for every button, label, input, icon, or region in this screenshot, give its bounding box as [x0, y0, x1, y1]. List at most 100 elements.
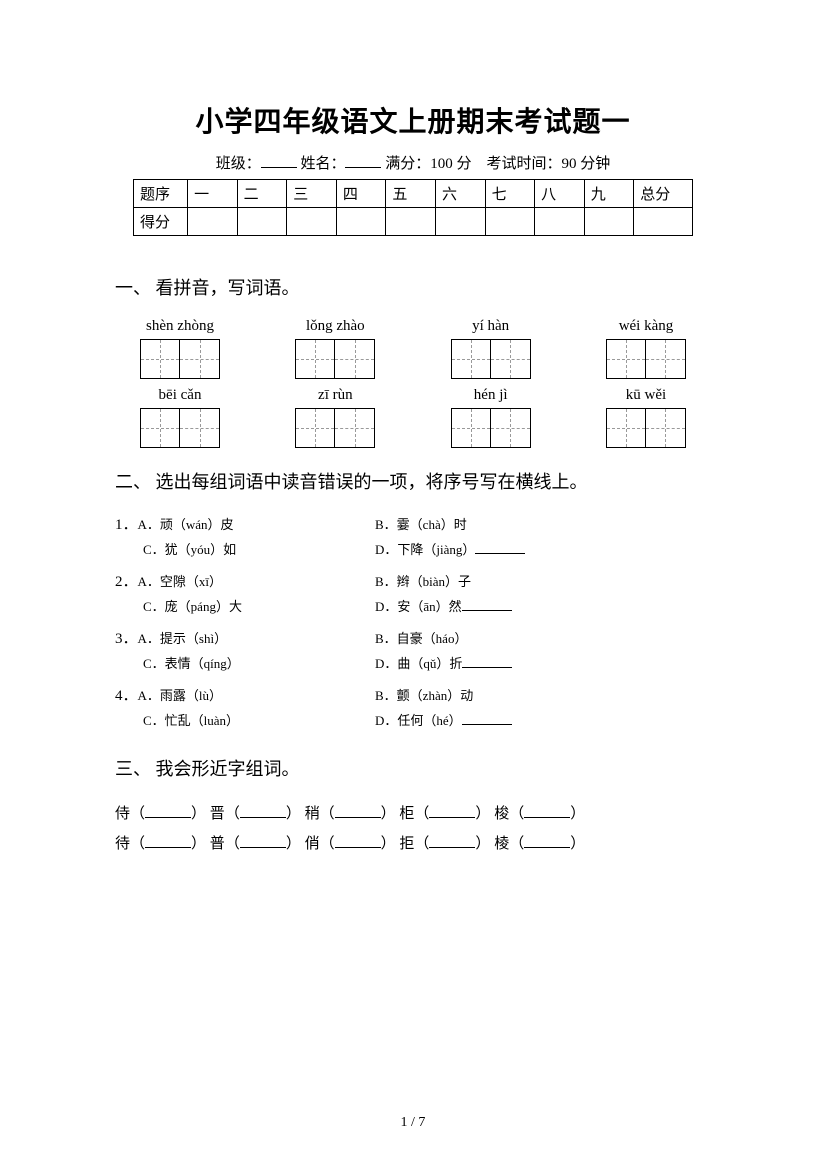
pinyin-label: kū wěi — [591, 387, 701, 404]
fullmark-value: 100 分 — [430, 156, 471, 172]
score-cell[interactable] — [435, 208, 485, 236]
pinyin-item: kū wěi — [591, 387, 701, 448]
char: 普 — [210, 836, 225, 852]
question-3: 3．A．提示（shì） B．自豪（háo） C．表情（qíng） D．曲（qǔ）… — [115, 627, 711, 678]
blank[interactable] — [145, 836, 191, 848]
xingjin-row-1: 侍（） 晋（） 稍（） 柜（） 梭（） — [115, 799, 711, 829]
pinyin-row-2: bēi cǎn zī rùn hén jì kū wěi — [115, 387, 711, 448]
pinyin-label: zī rùn — [280, 387, 390, 404]
col-total: 总分 — [634, 180, 693, 208]
q3-a: A．提示（shì） — [138, 631, 228, 646]
char: 侍 — [115, 806, 130, 822]
tianzige[interactable] — [591, 339, 701, 379]
tianzige[interactable] — [436, 339, 546, 379]
blank[interactable] — [429, 836, 475, 848]
col-6: 六 — [435, 180, 485, 208]
name-blank[interactable] — [345, 154, 381, 168]
score-cell[interactable] — [237, 208, 287, 236]
col-3: 三 — [287, 180, 337, 208]
tianzige[interactable] — [125, 408, 235, 448]
q1-answer-blank[interactable] — [475, 542, 525, 554]
blank[interactable] — [429, 806, 475, 818]
page-footer: 1 / 7 — [0, 1115, 826, 1131]
tianzige[interactable] — [125, 339, 235, 379]
pinyin-label: wéi kàng — [591, 318, 701, 335]
char: 拒 — [399, 836, 414, 852]
char: 棱 — [494, 836, 509, 852]
col-9: 九 — [584, 180, 634, 208]
section-2-heading: 二、 选出每组词语中读音错误的一项，将序号写在横线上。 — [115, 466, 711, 498]
tianzige[interactable] — [591, 408, 701, 448]
fullmark-label: 满分： — [385, 156, 430, 172]
question-2: 2．A．空隙（xī） B．辫（biàn）子 C．庞（páng）大 D．安（ān）… — [115, 570, 711, 621]
q3-b: B．自豪（háo） — [375, 631, 467, 646]
score-cell[interactable] — [584, 208, 634, 236]
table-row-score: 得分 — [134, 208, 693, 236]
char: 待 — [115, 836, 130, 852]
q1-num: 1． — [115, 517, 138, 533]
q3-answer-blank[interactable] — [462, 656, 512, 668]
q1-b: B．霎（chà）时 — [375, 517, 467, 532]
class-label: 班级： — [216, 156, 261, 172]
question-4: 4．A．雨露（lù） B．颤（zhàn）动 C．忙乱（luàn） D．任何（hé… — [115, 684, 711, 735]
score-cell[interactable] — [485, 208, 535, 236]
pinyin-item: lǒng zhào — [280, 318, 390, 379]
tianzige[interactable] — [280, 339, 390, 379]
pinyin-item: bēi cǎn — [125, 387, 235, 448]
q2-c: C．庞（páng）大 — [143, 599, 242, 614]
pinyin-item: shèn zhòng — [125, 318, 235, 379]
header-label: 题序 — [134, 180, 188, 208]
pinyin-label: hén jì — [436, 387, 546, 404]
q4-num: 4． — [115, 688, 138, 704]
score-table: 题序 一 二 三 四 五 六 七 八 九 总分 得分 — [133, 179, 693, 236]
col-2: 二 — [237, 180, 287, 208]
score-cell[interactable] — [535, 208, 585, 236]
tianzige[interactable] — [436, 408, 546, 448]
section-3-heading: 三、 我会形近字组词。 — [115, 753, 711, 785]
pinyin-item: zī rùn — [280, 387, 390, 448]
q3-c: C．表情（qíng） — [143, 656, 240, 671]
blank[interactable] — [524, 836, 570, 848]
score-label: 得分 — [134, 208, 188, 236]
score-cell[interactable] — [188, 208, 238, 236]
pinyin-item: wéi kàng — [591, 318, 701, 379]
q2-b: B．辫（biàn）子 — [375, 574, 471, 589]
score-cell[interactable] — [336, 208, 386, 236]
char: 梭 — [494, 806, 509, 822]
pinyin-label: lǒng zhào — [280, 318, 390, 335]
blank[interactable] — [335, 806, 381, 818]
q2-num: 2． — [115, 574, 138, 590]
pinyin-block: shèn zhòng lǒng zhào yí hàn wéi kàng bēi… — [115, 318, 711, 448]
q3-num: 3． — [115, 631, 138, 647]
q4-answer-blank[interactable] — [462, 713, 512, 725]
time-label: 考试时间： — [487, 156, 562, 172]
pinyin-label: bēi cǎn — [125, 387, 235, 404]
char: 稍 — [305, 806, 320, 822]
class-blank[interactable] — [261, 154, 297, 168]
section-1-heading: 一、 看拼音，写词语。 — [115, 272, 711, 304]
blank[interactable] — [524, 806, 570, 818]
q2-a: A．空隙（xī） — [138, 574, 223, 589]
time-value: 90 分钟 — [562, 156, 611, 172]
char: 柜 — [399, 806, 414, 822]
blank[interactable] — [145, 806, 191, 818]
score-cell[interactable] — [386, 208, 436, 236]
q1-c: C．犹（yóu）如 — [143, 542, 236, 557]
col-7: 七 — [485, 180, 535, 208]
q2-d: D．安（ān）然 — [375, 599, 462, 614]
pinyin-row-1: shèn zhòng lǒng zhào yí hàn wéi kàng — [115, 318, 711, 379]
blank[interactable] — [335, 836, 381, 848]
blank[interactable] — [240, 836, 286, 848]
score-cell[interactable] — [634, 208, 693, 236]
blank[interactable] — [240, 806, 286, 818]
question-1: 1．A．顽（wán）皮 B．霎（chà）时 C．犹（yóu）如 D．下降（jià… — [115, 513, 711, 564]
tianzige[interactable] — [280, 408, 390, 448]
q2-answer-blank[interactable] — [462, 599, 512, 611]
col-4: 四 — [336, 180, 386, 208]
col-5: 五 — [386, 180, 436, 208]
char: 俏 — [305, 836, 320, 852]
q4-a: A．雨露（lù） — [138, 688, 223, 703]
page-title: 小学四年级语文上册期末考试题一 — [115, 100, 711, 140]
score-cell[interactable] — [287, 208, 337, 236]
pinyin-item: yí hàn — [436, 318, 546, 379]
